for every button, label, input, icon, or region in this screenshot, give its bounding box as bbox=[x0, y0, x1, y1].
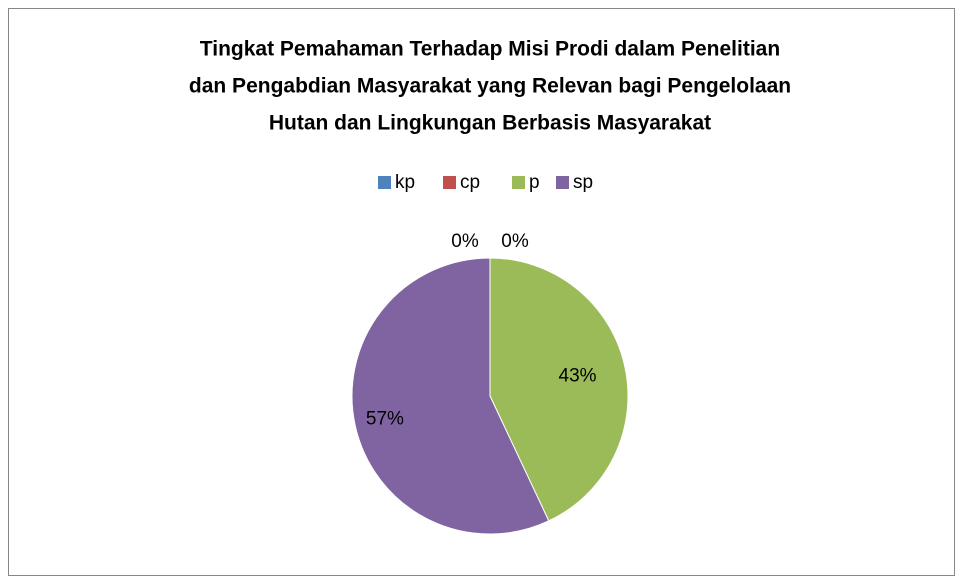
legend-label: p bbox=[529, 172, 540, 193]
chart-title: Tingkat Pemahaman Terhadap Misi Prodi da… bbox=[200, 38, 780, 61]
data-label: 0% bbox=[501, 231, 529, 252]
chart-title: Hutan dan Lingkungan Berbasis Masyarakat bbox=[269, 112, 711, 135]
data-label: 57% bbox=[366, 408, 404, 429]
legend-swatch bbox=[512, 176, 525, 189]
legend-swatch bbox=[378, 176, 391, 189]
legend-label: cp bbox=[460, 172, 480, 193]
data-label: 0% bbox=[451, 231, 479, 252]
chart-title: dan Pengabdian Masyarakat yang Relevan b… bbox=[189, 75, 791, 98]
legend-swatch bbox=[556, 176, 569, 189]
legend-label: sp bbox=[573, 172, 593, 193]
legend-swatch bbox=[443, 176, 456, 189]
pie-slice bbox=[351, 257, 550, 535]
legend-label: kp bbox=[395, 172, 415, 193]
pie-slice bbox=[489, 257, 629, 522]
data-label: 43% bbox=[559, 365, 597, 386]
